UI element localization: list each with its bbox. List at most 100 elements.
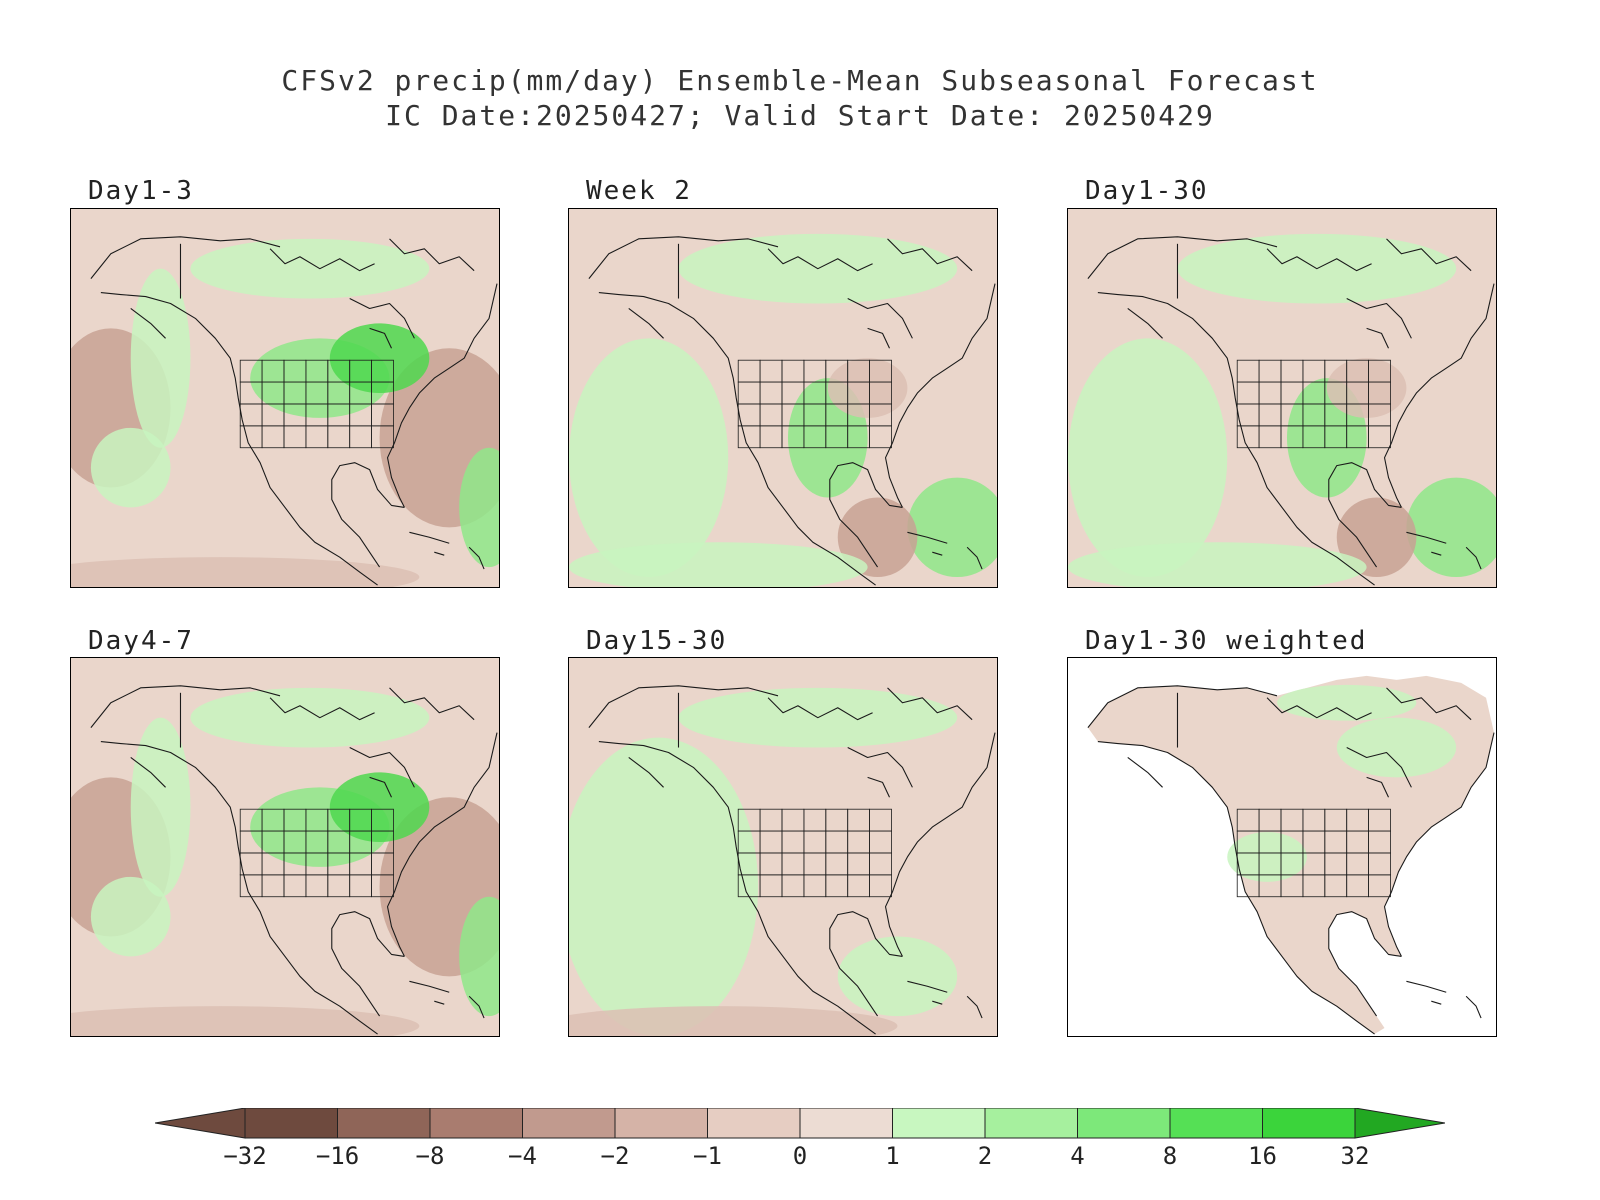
precip-anomaly-region [837, 936, 958, 1017]
precip-anomaly-region [90, 876, 171, 957]
coastline [1097, 292, 1375, 586]
panel-label-day4-7: Day4-7 [88, 626, 194, 656]
precip-anomaly-region [907, 477, 997, 578]
colorbar-segment [1262, 1108, 1356, 1139]
coastline [331, 462, 405, 568]
coastline [966, 546, 983, 570]
colorbar-tick-label: 32 [1340, 1142, 1370, 1170]
coastline [130, 308, 166, 339]
coastline [386, 732, 498, 957]
coastline [887, 238, 973, 272]
figure-title-line-1: CFSv2 precip(mm/day) Ensemble-Mean Subse… [281, 64, 1319, 97]
panel-label-day1-30: Day1-30 [1085, 176, 1209, 206]
precip-anomaly-region [71, 1006, 420, 1036]
coastline [932, 1000, 943, 1005]
colorbar-segment [892, 1108, 986, 1139]
coastline [1266, 248, 1372, 272]
coastline [90, 236, 281, 279]
precip-anomaly-region [130, 717, 191, 897]
coastline [1346, 747, 1412, 788]
colorbar-tick-label: 2 [977, 1142, 993, 1170]
coastline [468, 995, 485, 1019]
state-boundary [371, 874, 394, 898]
coastline [1328, 911, 1402, 1017]
colorbar-low-arrow [155, 1108, 246, 1139]
coastline [1383, 732, 1495, 957]
precip-anomaly-region [1227, 832, 1307, 882]
state-boundary [869, 425, 892, 449]
coastline [1087, 236, 1278, 279]
coastline [90, 685, 281, 728]
precip-anomaly-region [569, 542, 868, 587]
precip-anomaly-region [569, 1006, 898, 1036]
coastline [1386, 687, 1472, 721]
precip-anomaly-region [827, 358, 908, 418]
coastline [628, 757, 664, 788]
colorbar-segment [799, 1108, 893, 1139]
precip-anomaly-region [1277, 684, 1417, 721]
coastline [389, 687, 475, 721]
state-boundary [371, 425, 394, 449]
coastline [100, 741, 378, 1035]
colorbar-tick-label: 16 [1248, 1142, 1277, 1170]
colorbar-tick-label: 4 [1070, 1142, 1085, 1170]
coastline [847, 747, 913, 788]
precip-anomaly-region [569, 737, 759, 1036]
colorbar-tick-label: −2 [600, 1142, 630, 1170]
precip-anomaly-region [190, 687, 430, 748]
map-panel-day1-3 [70, 208, 500, 588]
coastline [1431, 551, 1442, 556]
coastline [628, 308, 664, 339]
coastline [847, 298, 913, 339]
coastline [598, 741, 876, 1035]
precip-anomaly-region [569, 338, 729, 578]
colorbar-tick-label: 8 [1162, 1142, 1178, 1170]
coastline [1127, 757, 1163, 788]
colorbar-segment [522, 1108, 616, 1139]
state-boundary [1368, 874, 1391, 898]
map-panel-week2 [568, 208, 998, 588]
coastline [1346, 298, 1412, 339]
map-day4-7 [71, 658, 499, 1036]
coastline [932, 551, 943, 556]
coastline [829, 462, 903, 568]
colorbar-segment [244, 1108, 338, 1139]
coastline [349, 747, 415, 788]
coastline [1431, 1000, 1442, 1005]
colorbar-segment [1077, 1108, 1171, 1139]
precip-anomaly-region [1326, 358, 1407, 418]
map-panel-day15-30 [568, 657, 998, 1037]
coastline [829, 911, 903, 1017]
coastline [468, 546, 485, 570]
coastline [389, 238, 475, 272]
state-boundary [869, 874, 892, 898]
coastline [1366, 327, 1389, 349]
coastline [884, 283, 996, 508]
colorbar-tick-label: −16 [315, 1142, 360, 1170]
coastline [1328, 462, 1402, 568]
colorbar-segment [1169, 1108, 1263, 1139]
colorbar-tick-label: −4 [508, 1142, 537, 1170]
precip-anomaly-region [837, 497, 918, 578]
map-panel-day1-30-weighted [1067, 657, 1497, 1037]
colorbar-tick-label: −1 [693, 1142, 722, 1170]
coastline [588, 685, 779, 728]
precip-anomaly-region [190, 238, 430, 299]
map-panel-day4-7 [70, 657, 500, 1037]
coastline [907, 980, 948, 993]
coastline [130, 757, 166, 788]
colorbar-segment [984, 1108, 1078, 1139]
map-day1-30 [1068, 209, 1496, 587]
precip-anomaly-region [1336, 497, 1417, 578]
colorbar-tick-label: 1 [885, 1142, 900, 1170]
precip-anomaly-region [71, 557, 420, 587]
coastline [269, 697, 375, 721]
coastline [1127, 308, 1163, 339]
colorbar-labels: −32 −16 −8 −4 −2 −1 0 1 2 4 8 16 32 [0, 1142, 1600, 1174]
precip-anomaly-region [459, 896, 499, 1017]
coastline [767, 697, 873, 721]
state-boundary [1368, 425, 1391, 449]
coastline [867, 327, 890, 349]
coastline [588, 236, 779, 279]
map-day1-30-weighted [1068, 658, 1496, 1036]
